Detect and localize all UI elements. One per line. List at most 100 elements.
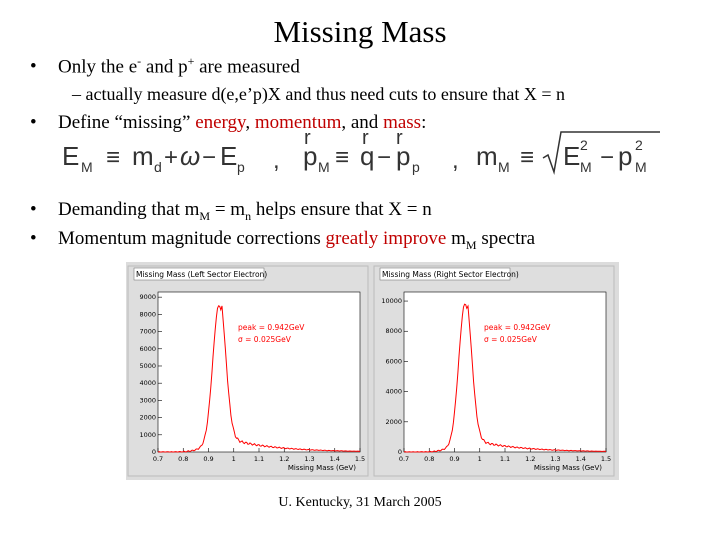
- sub-bullet-measure: – actually measure d(e,e’p)X and thus ne…: [72, 84, 565, 104]
- peak-annotation: peak = 0.942GeV: [484, 323, 551, 332]
- eq3-E: E: [563, 141, 580, 171]
- eq1-md: m: [132, 141, 154, 171]
- x-tick-label: 0.7: [153, 455, 163, 463]
- bullet-measured: • Only the e- and p+ are measured: [30, 54, 300, 78]
- eq3-minus: −: [600, 144, 614, 171]
- y-tick-label: 2000: [139, 414, 156, 422]
- x-tick-label: 0.7: [399, 455, 409, 463]
- missing-mass-plots: Missing Mass (Left Sector Electron) 0.7 0.…: [126, 262, 619, 480]
- y-tick-label: 0: [152, 448, 156, 456]
- highlight-momentum: momentum: [254, 112, 342, 133]
- eq2-lhs-sub: M: [318, 159, 330, 175]
- eq2-q: q: [360, 141, 374, 171]
- eq2-p: p: [396, 141, 410, 171]
- plot-title-box: [379, 267, 511, 281]
- eq3-p-sub: M: [635, 159, 647, 175]
- y-tick-label: 8000: [385, 327, 402, 335]
- x-tick-label: 1.4: [330, 455, 340, 463]
- slide-footer: U. Kentucky, 31 March 2005: [278, 495, 442, 510]
- highlight-mass: mass: [383, 112, 422, 133]
- highlight-greatly-improve: greatly improve: [325, 228, 447, 249]
- bullet-text: Define “missing”: [58, 112, 196, 133]
- x-tick-label: 1.5: [601, 455, 611, 463]
- x-tick-label: 0.8: [424, 455, 434, 463]
- eq1-md-sub: d: [154, 159, 162, 175]
- bullet-text: Momentum magnitude corrections: [58, 228, 326, 249]
- bullet-text: helps ensure that X = n: [251, 199, 432, 220]
- bullet-dot: •: [30, 56, 37, 78]
- x-tick-label: 0.8: [178, 455, 188, 463]
- peak-annotation: peak = 0.942GeV: [238, 323, 305, 332]
- eq1-equiv: ≡: [106, 144, 120, 171]
- superscript: +: [187, 54, 195, 68]
- eq3-equiv: ≡: [520, 144, 534, 171]
- bullet-text: are measured: [194, 56, 300, 78]
- x-tick-label: 0.9: [203, 455, 213, 463]
- eq3-E-sup: 2: [580, 137, 588, 153]
- missing-mass-curve: [403, 303, 607, 453]
- eq1-lhs-sub: M: [81, 159, 93, 175]
- sqrt-sign: [542, 131, 660, 175]
- missing-quantity-equations: E M ≡ m d + ω − E p , r r r p M ≡ q − p …: [62, 128, 660, 175]
- x-tick-label: 1: [478, 455, 482, 463]
- bullet-text: m: [446, 228, 466, 249]
- y-tick-label: 5000: [139, 362, 156, 370]
- y-tick-label: 1000: [139, 431, 156, 439]
- y-tick-label: 4000: [139, 379, 156, 387]
- sigma-annotation: σ = 0.025GeV: [484, 335, 538, 344]
- eq2-p-sub: p: [412, 159, 420, 175]
- bullet-text: :: [421, 112, 427, 133]
- x-tick-label: 1.2: [525, 455, 535, 463]
- bullet-text: Demanding that m: [58, 199, 200, 220]
- eq1-plus: +: [164, 144, 178, 171]
- missing-mass-curve: [157, 305, 361, 453]
- y-tick-label: 10000: [381, 297, 402, 305]
- bullet-corrections: • Momentum magnitude corrections greatly …: [30, 228, 535, 253]
- y-tick-label: 9000: [139, 293, 156, 301]
- slide-title: Missing Mass: [273, 14, 447, 49]
- x-tick-label: 1.5: [355, 455, 365, 463]
- bullet-text: Only the e: [58, 56, 138, 78]
- bullet-text: , and: [341, 112, 384, 133]
- bullet-text: and p: [141, 56, 188, 78]
- eq1-minus: −: [202, 144, 216, 171]
- x-axis-label: Missing Mass (GeV): [534, 464, 602, 472]
- bullet-demanding: • Demanding that mM = mn helps ensure tha…: [30, 199, 432, 224]
- x-tick-label: 0.9: [449, 455, 459, 463]
- bullet-dot: •: [30, 112, 37, 133]
- eq2-arrow-mark: r: [396, 128, 403, 149]
- bullet-text: = m: [210, 199, 246, 220]
- x-tick-label: 1.1: [500, 455, 510, 463]
- x-tick-label: 1.1: [254, 455, 264, 463]
- eq2-arrow-mark: r: [304, 128, 311, 149]
- eq1-comma: ,: [273, 147, 280, 174]
- eq2-lhs: p: [303, 141, 317, 171]
- x-tick-label: 1.3: [550, 455, 560, 463]
- eq3-p: p: [618, 141, 632, 171]
- y-tick-label: 8000: [139, 310, 156, 318]
- eq3-p-sup: 2: [635, 137, 643, 153]
- bullet-text: spectra: [476, 228, 536, 249]
- bullet-define-missing: • Define “missing” energy, momentum, and …: [30, 112, 426, 134]
- plots-canvas: Missing Mass (Left Sector Electron) 0.7 0.…: [127, 265, 615, 477]
- x-tick-label: 1: [232, 455, 236, 463]
- eq1-lhs: E: [62, 141, 79, 171]
- y-tick-label: 3000: [139, 396, 156, 404]
- plot-title: Missing Mass (Left Sector Electron): [136, 270, 267, 279]
- subscript: n: [245, 208, 252, 223]
- highlight-energy: energy: [195, 112, 246, 133]
- y-tick-label: 0: [398, 448, 402, 456]
- eq2-comma: ,: [452, 147, 459, 174]
- x-tick-label: 1.4: [576, 455, 586, 463]
- x-axis-label: Missing Mass (GeV): [288, 464, 356, 472]
- eq1-omega: ω: [180, 141, 200, 171]
- y-tick-label: 6000: [139, 345, 156, 353]
- eq2-minus: −: [377, 144, 391, 171]
- y-tick-label: 7000: [139, 328, 156, 336]
- subscript: M: [465, 237, 477, 252]
- eq3-lhs: m: [476, 141, 498, 171]
- plot-area: [403, 291, 607, 453]
- eq3-E-sub: M: [580, 159, 592, 175]
- plot-title: Missing Mass (Right Sector Electron): [382, 270, 519, 279]
- eq2-arrow-mark: r: [362, 128, 369, 149]
